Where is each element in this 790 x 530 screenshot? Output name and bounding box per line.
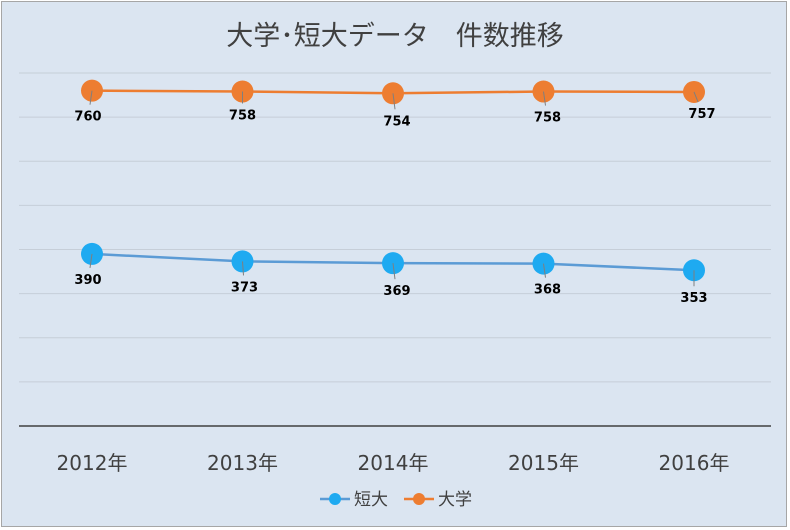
x-axis-tick-labels: 2012年 2013年 2014年 2015年 2016年 <box>57 451 730 475</box>
data-label: 390 <box>74 273 101 288</box>
legend-marker <box>413 493 425 505</box>
data-label: 758 <box>229 109 256 124</box>
x-tick-label: 2015年 <box>508 451 579 475</box>
leader-line <box>543 263 546 278</box>
gridlines <box>19 72 771 383</box>
leader-line <box>89 253 93 268</box>
x-tick-label: 2013年 <box>207 451 278 475</box>
data-label: 754 <box>383 114 410 129</box>
data-label: 353 <box>680 291 707 306</box>
data-label: 758 <box>534 111 561 126</box>
data-label: 760 <box>74 110 101 125</box>
legend-label: 大学 <box>438 490 472 510</box>
data-label: 369 <box>383 284 410 299</box>
leader-line <box>693 91 699 103</box>
x-tick-label: 2016年 <box>659 451 730 475</box>
leader-line <box>543 91 546 106</box>
legend-marker <box>329 493 341 505</box>
leader-line <box>392 93 396 110</box>
data-label: 757 <box>688 107 715 122</box>
data-labels: 390 373 369 368 353 760 758 754 758 757 <box>74 90 716 306</box>
legend: 短大 大学 <box>320 490 472 510</box>
legend-label: 短大 <box>354 490 388 510</box>
leader-line <box>89 90 93 105</box>
chart-title: 大学･短大データ 件数推移 <box>226 21 564 52</box>
x-tick-label: 2014年 <box>358 451 429 475</box>
data-label: 373 <box>231 280 258 295</box>
data-label: 368 <box>534 283 561 298</box>
leader-line <box>392 263 396 280</box>
series-layer <box>81 79 705 282</box>
leader-line <box>242 261 244 276</box>
x-tick-label: 2012年 <box>57 451 128 475</box>
